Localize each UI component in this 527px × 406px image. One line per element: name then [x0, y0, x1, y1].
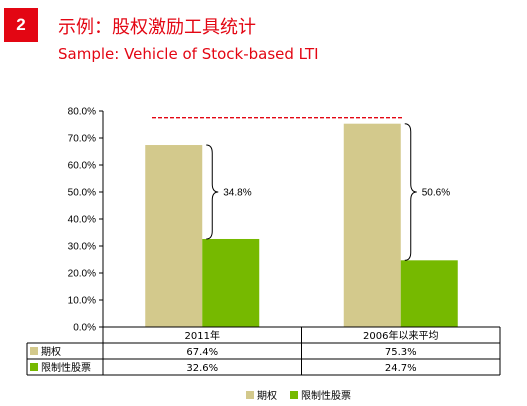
- legend-swatch-rsu: [290, 391, 298, 399]
- data-label: 75.3%: [385, 347, 417, 358]
- difference-label: 34.8%: [223, 188, 251, 199]
- y-tick-label: 20.0%: [68, 269, 96, 280]
- bar-option: [343, 123, 401, 327]
- difference-label: 50.6%: [422, 188, 450, 199]
- data-label: 24.7%: [385, 363, 417, 374]
- data-label: 32.6%: [186, 363, 218, 374]
- y-tick-label: 40.0%: [68, 215, 96, 226]
- bar-rsu: [400, 260, 458, 327]
- category-label: 2011年: [185, 329, 220, 342]
- y-tick-label: 50.0%: [68, 188, 96, 199]
- difference-brace: [206, 144, 219, 240]
- bar-rsu: [202, 238, 260, 327]
- series-color-key: [30, 347, 38, 355]
- series-name: 限制性股票: [41, 361, 91, 374]
- difference-brace: [404, 123, 417, 261]
- series-color-key: [30, 363, 38, 371]
- page-title: 示例：股权激励工具统计: [58, 17, 256, 38]
- y-tick-label: 70.0%: [68, 134, 96, 145]
- legend-swatch-option: [246, 391, 254, 399]
- legend-label: 限制性股票: [301, 389, 351, 402]
- category-label: 2006年以来平均: [363, 329, 438, 342]
- bar-option: [145, 145, 203, 327]
- page-subtitle: Sample: Vehicle of Stock-based LTI: [58, 45, 319, 63]
- data-label: 67.4%: [186, 347, 218, 358]
- y-tick-label: 10.0%: [68, 296, 96, 307]
- series-name: 期权: [41, 345, 61, 358]
- legend-label: 期权: [257, 389, 277, 402]
- y-tick-label: 30.0%: [68, 242, 96, 253]
- y-tick-label: 60.0%: [68, 161, 96, 172]
- y-tick-label: 0.0%: [73, 323, 96, 334]
- section-number-badge: 2: [4, 8, 38, 42]
- y-tick-label: 80.0%: [68, 107, 96, 118]
